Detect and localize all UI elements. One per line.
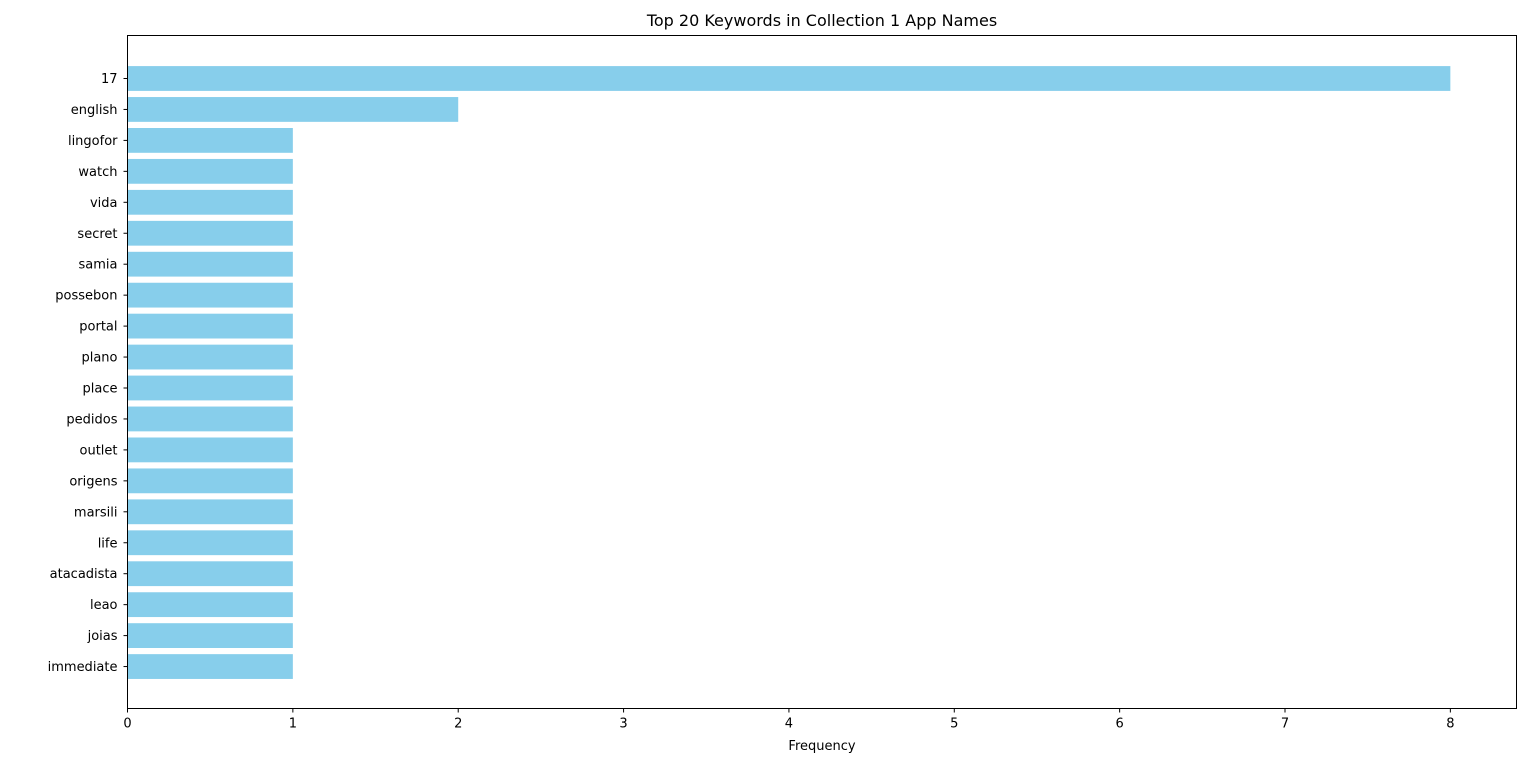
- bar-possebon: [127, 282, 293, 308]
- y-tick-label-joias: joias: [87, 629, 118, 644]
- bar-watch: [127, 158, 293, 184]
- bar-lingofor: [127, 128, 293, 153]
- x-tick-label-0: 0: [123, 717, 131, 732]
- x-tick-label-5: 5: [950, 717, 958, 732]
- x-tick-label-2: 2: [454, 717, 462, 732]
- bar-place: [127, 375, 293, 401]
- bar-joias: [127, 623, 293, 648]
- y-tick-label-immediate: immediate: [48, 660, 118, 675]
- bar-vida: [127, 189, 293, 215]
- y-tick-label-lingofor: lingofor: [68, 134, 118, 149]
- y-tick-label-origens: origens: [69, 474, 117, 489]
- bar-leao: [127, 592, 293, 618]
- x-tick-label-7: 7: [1281, 717, 1289, 732]
- x-tick-label-1: 1: [289, 717, 297, 732]
- y-tick-label-leao: leao: [90, 598, 118, 613]
- y-tick-label-pedidos: pedidos: [66, 412, 117, 427]
- bar-marsili: [127, 499, 293, 525]
- plot-frame: [127, 35, 1517, 709]
- bar-portal: [127, 313, 293, 339]
- bar-plano: [127, 344, 293, 370]
- y-tick-label-english: english: [71, 103, 118, 118]
- bars-group: [127, 66, 1451, 679]
- y-tick-label-secret: secret: [77, 227, 117, 242]
- y-tick-label-samia: samia: [79, 258, 118, 273]
- x-axis-ticks: 0 1 2 3 4 5 6 7 8: [123, 708, 1454, 732]
- y-tick-label-marsili: marsili: [74, 505, 118, 520]
- y-tick-label-watch: watch: [78, 165, 117, 180]
- bar-origens: [127, 468, 293, 494]
- x-tick-label-6: 6: [1116, 717, 1124, 732]
- y-tick-label-place: place: [83, 382, 118, 397]
- bar-17: [127, 66, 1451, 91]
- y-tick-label-life: life: [98, 536, 118, 551]
- bar-atacadista: [127, 561, 293, 587]
- bar-outlet: [127, 437, 293, 463]
- bar-samia: [127, 251, 293, 277]
- y-tick-label-atacadista: atacadista: [50, 567, 118, 582]
- y-axis-ticks: 17 english lingofor watch vida secret samia pos…: [48, 72, 128, 675]
- bar-secret: [127, 220, 293, 246]
- bar-life: [127, 530, 293, 556]
- bar-english: [127, 97, 459, 122]
- bar-pedidos: [127, 406, 293, 432]
- bar-immediate: [127, 654, 293, 679]
- y-tick-label-outlet: outlet: [80, 443, 118, 458]
- x-axis-label: Frequency: [788, 739, 855, 754]
- x-tick-label-4: 4: [785, 717, 793, 732]
- y-tick-label-vida: vida: [90, 196, 118, 211]
- y-tick-label-plano: plano: [81, 351, 117, 366]
- chart-title: Top 20 Keywords in Collection 1 App Name…: [646, 11, 997, 30]
- y-tick-label-portal: portal: [79, 320, 117, 335]
- y-tick-label-possebon: possebon: [55, 289, 117, 304]
- x-tick-label-3: 3: [619, 717, 627, 732]
- y-tick-label-17: 17: [101, 72, 118, 87]
- x-tick-label-8: 8: [1446, 717, 1454, 732]
